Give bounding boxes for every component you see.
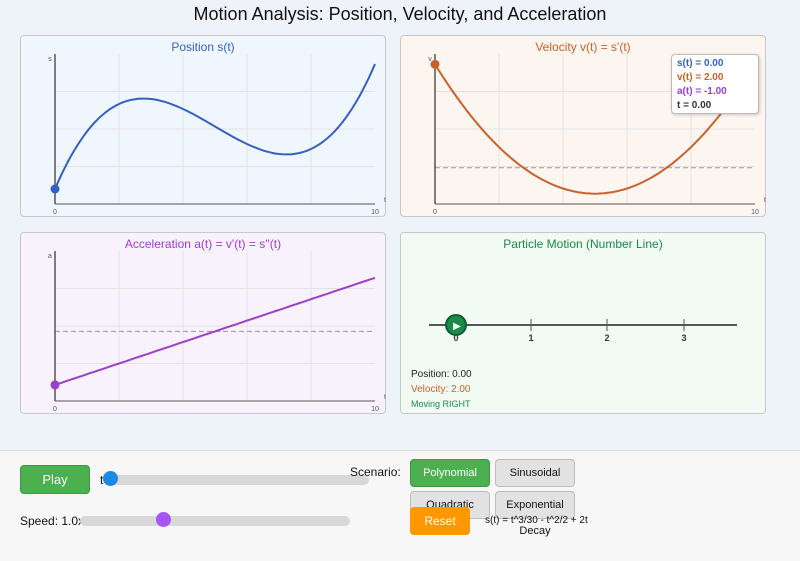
series-line xyxy=(54,63,376,190)
time-slider-thumb[interactable] xyxy=(103,471,118,486)
number-line-tick-3: 3 xyxy=(681,333,686,343)
particle-panel: Particle Motion (Number Line) 0 1 2 3 ▶ … xyxy=(400,232,766,414)
scenario-sinusoidal-button[interactable]: Sinusoidal xyxy=(495,459,575,487)
y-axis-label: a xyxy=(48,253,52,260)
x-axis-label: t xyxy=(384,394,386,401)
readout-velocity: v(t) = 2.00 xyxy=(677,72,724,83)
x-axis-label: t xyxy=(384,197,386,204)
velocity-panel: Velocity v(t) = s'(t) 0 10 v t s(t) = 0.00 … xyxy=(400,35,766,217)
speed-label: Speed: 1.0x xyxy=(20,514,85,528)
readout-time: t = 0.00 xyxy=(677,100,712,111)
particle-position-text: Position: 0.00 xyxy=(411,369,472,380)
formula-text: s(t) = t^3/30 - t^2/2 + 2t xyxy=(485,515,588,526)
readout-position: s(t) = 0.00 xyxy=(677,58,724,69)
x-tick-label: 10 xyxy=(751,209,759,216)
acceleration-chart: 0 10 a t xyxy=(48,251,386,413)
velocity-chart: 0 10 v t xyxy=(428,54,766,216)
velocity-panel-title: Velocity v(t) = s'(t) xyxy=(535,40,631,54)
number-line-tick-1: 1 xyxy=(528,333,533,343)
acceleration-panel: Acceleration a(t) = v'(t) = s''(t) 0 10 a t xyxy=(20,232,386,414)
x-tick-label: 0 xyxy=(53,406,57,413)
time-slider-label: t xyxy=(100,473,104,487)
current-point xyxy=(50,380,60,390)
current-point xyxy=(50,184,60,194)
x-tick-label: 10 xyxy=(371,406,379,413)
x-axis-label: t xyxy=(764,197,766,204)
control-bar: Play t Speed: 1.0x Scenario: Polynomial … xyxy=(0,450,800,561)
y-axis-label: v xyxy=(428,56,432,63)
speed-slider-thumb[interactable] xyxy=(156,512,171,527)
series-line xyxy=(54,276,376,386)
position-chart: 0 10 s t xyxy=(48,54,386,216)
x-tick-label: 10 xyxy=(371,209,379,216)
acceleration-panel-title: Acceleration a(t) = v'(t) = s''(t) xyxy=(124,237,282,251)
current-point xyxy=(430,59,440,69)
scenario-label: Scenario: xyxy=(350,465,401,479)
position-panel-title: Position s(t) xyxy=(171,40,235,54)
value-readout: s(t) = 0.00 v(t) = 2.00 a(t) = -1.00 t =… xyxy=(671,54,759,114)
number-line-tick-2: 2 xyxy=(604,333,609,343)
time-slider[interactable] xyxy=(103,475,369,485)
page-title: Motion Analysis: Position, Velocity, and… xyxy=(193,4,607,24)
particle-direction-text: Moving RIGHT xyxy=(411,399,471,409)
particle-velocity-text: Velocity: 2.00 xyxy=(411,384,471,395)
speed-slider[interactable] xyxy=(80,516,350,526)
particle-marker[interactable] xyxy=(445,314,467,336)
scenario-polynomial-button[interactable]: Polynomial xyxy=(410,459,490,487)
reset-button[interactable]: Reset xyxy=(410,507,470,535)
direction-arrow-icon: ▶ xyxy=(453,321,461,332)
x-tick-label: 0 xyxy=(433,209,437,216)
y-axis-label: s xyxy=(48,56,52,63)
particle-panel-title: Particle Motion (Number Line) xyxy=(503,237,663,251)
readout-acceleration: a(t) = -1.00 xyxy=(677,86,727,97)
scenario-exponential-decay-button[interactable]: Exponential Decay xyxy=(495,491,575,537)
position-panel: Position s(t) 0 10 s t xyxy=(20,35,386,217)
x-tick-label: 0 xyxy=(53,209,57,216)
number-line: 0 1 2 3 ▶ xyxy=(429,314,737,343)
number-line-tick-0: 0 xyxy=(453,333,458,343)
series-line xyxy=(434,63,756,195)
play-button[interactable]: Play xyxy=(20,465,90,494)
